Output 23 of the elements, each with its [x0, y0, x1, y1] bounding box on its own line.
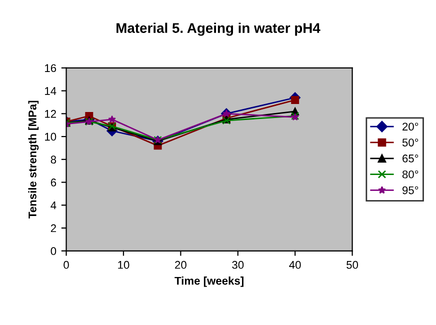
x-axis-title: Time [weeks]	[174, 276, 244, 287]
legend-label: 80°	[402, 170, 418, 178]
y-tick-label: 12	[45, 110, 56, 118]
y-tick-label: 2	[50, 224, 56, 232]
y-tick-label: 4	[50, 202, 56, 210]
x-tick-label: 20	[175, 260, 186, 269]
y-tick-label: 8	[50, 156, 56, 164]
y-axis-title: Tensile strength [MPa]	[28, 100, 39, 218]
legend-label: 50°	[402, 138, 418, 146]
y-tick-label: 6	[50, 178, 56, 186]
y-tick-label: 14	[45, 87, 56, 95]
x-tick-label: 40	[289, 260, 301, 269]
y-tick-label: 0	[50, 247, 56, 256]
y-tick-label: 16	[45, 64, 56, 72]
x-tick-label: 0	[64, 260, 69, 269]
legend-label: 65°	[402, 154, 418, 162]
legend-label: 95°	[402, 186, 418, 194]
x-tick-label: 30	[232, 260, 244, 269]
x-tick-label: 10	[118, 260, 130, 269]
y-tick-label: 10	[45, 132, 56, 141]
x-tick-label: 50	[346, 260, 358, 269]
chart-title: Material 5. Ageing in water pH4	[116, 22, 320, 36]
legend-label: 20°	[402, 122, 418, 131]
